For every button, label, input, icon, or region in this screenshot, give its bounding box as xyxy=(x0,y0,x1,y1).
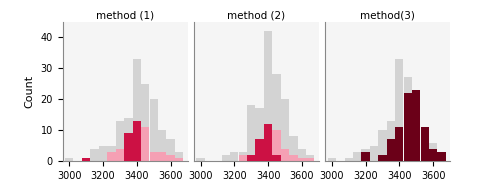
Bar xyxy=(247,155,256,161)
Bar xyxy=(256,139,264,161)
Bar xyxy=(362,149,370,161)
Bar xyxy=(272,74,280,161)
Bar xyxy=(281,149,289,161)
Title: method (1): method (1) xyxy=(96,11,154,21)
Bar xyxy=(420,127,429,161)
Bar xyxy=(196,158,204,161)
Bar xyxy=(395,127,404,161)
Title: method(3): method(3) xyxy=(360,11,415,21)
Bar xyxy=(298,149,306,161)
Bar xyxy=(132,59,141,161)
Bar xyxy=(264,124,272,161)
Bar xyxy=(404,77,412,161)
Bar xyxy=(247,155,256,161)
Bar xyxy=(166,139,174,161)
Bar xyxy=(108,146,116,161)
Bar xyxy=(438,152,446,161)
Bar xyxy=(158,130,166,161)
Bar xyxy=(82,158,90,161)
Bar xyxy=(132,121,141,161)
Bar xyxy=(290,136,298,161)
Bar xyxy=(370,146,378,161)
Y-axis label: Count: Count xyxy=(25,75,35,108)
Bar xyxy=(238,155,247,161)
Bar xyxy=(124,118,132,161)
Bar xyxy=(272,155,280,161)
Bar xyxy=(65,158,74,161)
Bar xyxy=(124,133,132,161)
Bar xyxy=(150,152,158,161)
Bar xyxy=(141,127,150,161)
Bar xyxy=(256,139,264,161)
Bar xyxy=(395,59,404,161)
Bar xyxy=(222,155,230,161)
Bar xyxy=(378,155,386,161)
Bar xyxy=(141,84,150,161)
Bar xyxy=(256,108,264,161)
Bar xyxy=(116,149,124,161)
Bar xyxy=(362,152,370,161)
Bar xyxy=(132,121,141,161)
Bar xyxy=(298,158,306,161)
Bar xyxy=(344,158,353,161)
Bar xyxy=(429,149,437,161)
Bar xyxy=(264,124,272,161)
Bar xyxy=(99,146,107,161)
Title: method (2): method (2) xyxy=(227,11,286,21)
Bar xyxy=(353,152,361,161)
Bar xyxy=(90,149,98,161)
Bar xyxy=(230,152,238,161)
Bar xyxy=(420,130,429,161)
Bar xyxy=(386,121,395,161)
Bar xyxy=(116,121,124,161)
Bar xyxy=(82,158,90,161)
Bar xyxy=(272,130,280,161)
Bar xyxy=(328,158,336,161)
Bar xyxy=(175,158,183,161)
Bar xyxy=(290,155,298,161)
Bar xyxy=(124,133,132,161)
Bar xyxy=(175,152,183,161)
Bar xyxy=(404,93,412,161)
Bar xyxy=(412,90,420,161)
Bar xyxy=(362,152,370,161)
Bar xyxy=(108,152,116,161)
Bar xyxy=(150,99,158,161)
Bar xyxy=(378,130,386,161)
Bar xyxy=(247,105,256,161)
Bar xyxy=(238,152,247,161)
Bar xyxy=(386,139,395,161)
Bar xyxy=(306,158,314,161)
Bar xyxy=(412,96,420,161)
Bar xyxy=(281,99,289,161)
Bar xyxy=(306,155,314,161)
Bar xyxy=(429,142,437,161)
Bar xyxy=(264,31,272,161)
Bar xyxy=(166,155,174,161)
Bar xyxy=(82,158,90,161)
Bar xyxy=(158,152,166,161)
Bar xyxy=(438,152,446,161)
